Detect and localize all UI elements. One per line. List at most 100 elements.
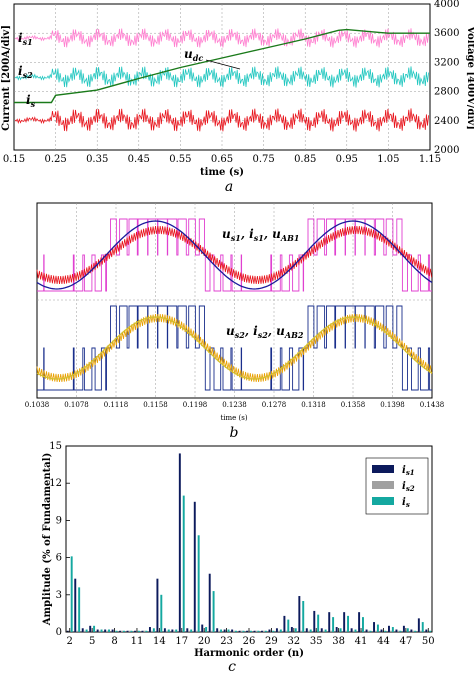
x-tick-label: 0.25 bbox=[44, 154, 66, 165]
bar-is-h18 bbox=[190, 629, 193, 632]
bar-is-h6 bbox=[100, 629, 103, 632]
panel-b-x-axis-label: time (s) bbox=[220, 414, 247, 422]
bar-is1-h41 bbox=[358, 612, 361, 632]
bar-is1-h6 bbox=[96, 629, 99, 632]
x-tick-label: 0.1198 bbox=[183, 401, 208, 409]
bar-is2-h9 bbox=[121, 630, 123, 632]
bar-is1-h10 bbox=[126, 630, 129, 632]
panel-c-caption: c bbox=[228, 659, 236, 674]
panel-b-caption: b bbox=[230, 425, 239, 441]
bar-is-h37 bbox=[332, 617, 335, 632]
bar-is1-h19 bbox=[193, 501, 196, 632]
bar-is-h19 bbox=[197, 535, 200, 632]
bar-is1-h7 bbox=[104, 629, 107, 632]
panel-c-ticks: 0 3 6 9 12 15 2 5 8 11 14 17 20 23 26 29 32 35 38 41 44 47 50 bbox=[49, 441, 434, 647]
panel-a-ticks: 0.15 0.25 0.35 0.45 0.55 0.65 0.75 0.85 0.95 1.05… bbox=[3, 0, 460, 165]
bar-is1-h13 bbox=[148, 627, 151, 632]
bar-is-h30 bbox=[279, 629, 282, 632]
x-tick-label: 11 bbox=[131, 636, 144, 647]
x-tick-label: 0.1118 bbox=[104, 401, 129, 409]
panel-c-x-axis-label: Harmonic order (n) bbox=[194, 648, 304, 659]
bar-is1-h26 bbox=[246, 630, 249, 632]
bar-is1-h45 bbox=[388, 625, 390, 632]
bar-is-h28 bbox=[264, 630, 267, 632]
y-right-tick-label: 2800 bbox=[434, 87, 459, 98]
x-tick-label: 32 bbox=[287, 636, 300, 647]
bar-is-h47 bbox=[406, 628, 409, 632]
bar-is-h17 bbox=[182, 495, 185, 632]
x-tick-label: 0.1438 bbox=[420, 401, 445, 409]
panel-b-bottom-label: us2, is2, uAB2 bbox=[226, 324, 304, 340]
bar-is1-h49 bbox=[417, 618, 420, 632]
bar-is-h49 bbox=[421, 622, 424, 632]
bar-is1-h33 bbox=[298, 596, 301, 632]
bar-is2-h12 bbox=[143, 630, 146, 632]
bar-is2-h7 bbox=[106, 630, 109, 632]
legend-swatch-is2 bbox=[372, 481, 394, 489]
bar-is-h40 bbox=[354, 629, 357, 632]
x-tick-label: 0.1398 bbox=[380, 401, 405, 409]
x-tick-label: 0.95 bbox=[336, 154, 358, 165]
bar-is-h23 bbox=[227, 629, 230, 632]
bar-is1-h47 bbox=[402, 625, 405, 632]
bar-is-h4 bbox=[85, 629, 88, 632]
bar-is2-h39 bbox=[345, 630, 348, 632]
bar-is2-h45 bbox=[389, 630, 392, 632]
bar-is2-h30 bbox=[277, 630, 280, 632]
label-is1: is1 bbox=[18, 31, 33, 47]
bar-is2-h22 bbox=[218, 630, 221, 632]
waveform-is1-detail bbox=[36, 225, 432, 285]
panel-b-ticks: 0.1038 0.1078 0.1118 0.1158 0.1198 0.1238 0.12… bbox=[25, 401, 445, 409]
bar-is-h14 bbox=[160, 594, 163, 632]
bar-is1-h40 bbox=[350, 628, 353, 632]
x-tick-label: 20 bbox=[198, 636, 211, 647]
waveform-uab1 bbox=[36, 220, 433, 290]
y-right-tick-label: 4000 bbox=[434, 0, 459, 10]
bar-is-h21 bbox=[212, 591, 215, 632]
legend-label-is1: is1 bbox=[402, 465, 415, 477]
bar-is1-h44 bbox=[380, 629, 383, 632]
bar-is-h29 bbox=[272, 630, 275, 632]
bar-is1-h29 bbox=[268, 629, 271, 632]
bar-is1-h12 bbox=[141, 630, 144, 632]
bar-is-h9 bbox=[122, 630, 125, 632]
bar-is1-h2 bbox=[66, 630, 69, 632]
waveform-is1 bbox=[14, 28, 429, 48]
bar-is2-h31 bbox=[285, 630, 288, 632]
bar-is1-h38 bbox=[335, 627, 338, 632]
waveform-us2 bbox=[37, 305, 432, 391]
x-tick-label: 1.05 bbox=[377, 154, 399, 165]
bar-is1-h50 bbox=[425, 629, 428, 632]
bar-is1-h25 bbox=[238, 630, 241, 632]
bar-is1-h35 bbox=[313, 610, 316, 632]
bar-is2-h42 bbox=[367, 630, 370, 632]
panel-b: 0.1038 0.1078 0.1118 0.1158 0.1198 0.1238 0.12… bbox=[25, 202, 445, 441]
y-tick-label: 0 bbox=[56, 627, 62, 638]
bar-is-h36 bbox=[324, 629, 327, 632]
waveform-is2 bbox=[14, 66, 429, 88]
bar-is-h48 bbox=[414, 630, 417, 632]
x-tick-label: 0.1238 bbox=[222, 401, 247, 409]
panel-a-caption: a bbox=[225, 179, 233, 195]
bar-is1-h24 bbox=[231, 629, 234, 632]
waveform-us1 bbox=[37, 218, 432, 292]
bar-is-h12 bbox=[145, 630, 148, 632]
x-tick-label: 0.1358 bbox=[341, 401, 366, 409]
label-is2: is2 bbox=[18, 64, 33, 80]
bar-is1-h3 bbox=[74, 578, 77, 632]
bar-is-h7 bbox=[108, 629, 110, 632]
label-is: is bbox=[26, 93, 36, 109]
x-tick-label: 1.15 bbox=[419, 154, 441, 165]
panel-c-legend: is1 is2 is bbox=[365, 457, 429, 515]
bar-is1-h21 bbox=[208, 573, 211, 632]
bar-is-h2 bbox=[70, 556, 73, 632]
x-tick-label: 0.15 bbox=[3, 154, 25, 165]
y-tick-label: 3 bbox=[56, 590, 62, 601]
bar-is2-h19 bbox=[195, 630, 198, 632]
bar-is1-h36 bbox=[320, 628, 323, 632]
x-tick-label: 0.45 bbox=[128, 154, 150, 165]
panel-b-waveforms bbox=[36, 218, 433, 391]
bar-is2-h37 bbox=[330, 630, 333, 632]
bar-is1-h20 bbox=[201, 624, 204, 632]
